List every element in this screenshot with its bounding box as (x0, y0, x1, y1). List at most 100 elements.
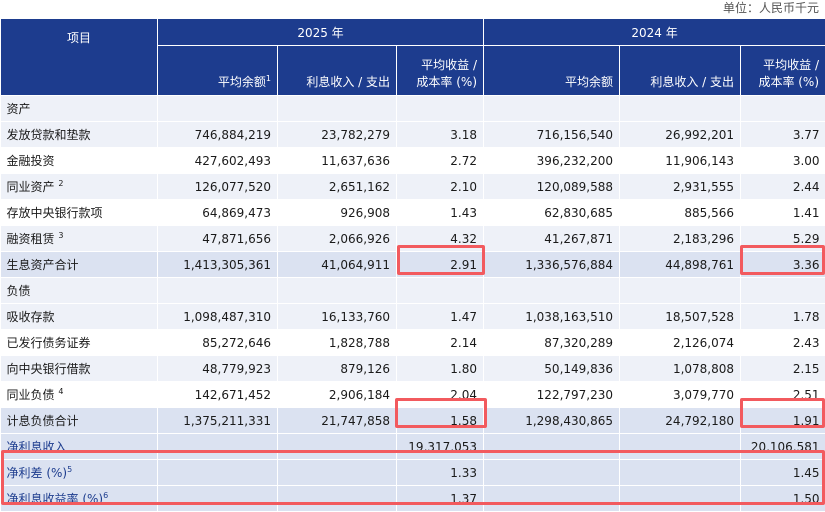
cell-value: 2,906,184 (278, 382, 397, 408)
header-item: 项目 (1, 19, 158, 96)
cell-value: 427,602,493 (158, 148, 278, 174)
cell-value: 2,183,296 (620, 226, 741, 252)
net-spread-label: 净利差 (%)5 (1, 460, 158, 486)
header-rate-2024: 平均收益 /成本率 (%) (741, 46, 825, 96)
cell-value: 3.18 (397, 122, 484, 148)
section-liabilities-label: 负债 (1, 278, 158, 304)
cell-value: 47,871,656 (158, 226, 278, 252)
net-spread-2024: 1.45 (741, 460, 825, 486)
cell-value: 2.04 (397, 382, 484, 408)
cell-value: 2.91 (397, 252, 484, 278)
cell-value: 24,792,180 (620, 408, 741, 434)
row-label: 同业资产 2 (1, 174, 158, 200)
cell-value: 3.36 (741, 252, 825, 278)
cell-value: 1.58 (397, 408, 484, 434)
section-assets-row: 资产 (1, 96, 825, 122)
cell-value: 120,089,588 (484, 174, 620, 200)
cell-value: 44,898,761 (620, 252, 741, 278)
row-label: 融资租赁 3 (1, 226, 158, 252)
header-avg-balance-2024: 平均余额 (484, 46, 620, 96)
cell-value: 1,098,487,310 (158, 304, 278, 330)
header-rate-2025: 平均收益 /成本率 (%) (397, 46, 484, 96)
cell-value: 2.10 (397, 174, 484, 200)
net-income-row: 净利息收入 19,317,053 20,106,581 (1, 434, 825, 460)
cell-value: 62,830,685 (484, 200, 620, 226)
cell-value: 11,637,636 (278, 148, 397, 174)
cell-value: 16,133,760 (278, 304, 397, 330)
cell-value: 3.00 (741, 148, 825, 174)
cell-value: 11,906,143 (620, 148, 741, 174)
cell-value: 2,651,162 (278, 174, 397, 200)
cell-value: 2,066,926 (278, 226, 397, 252)
cell-value: 2.44 (741, 174, 825, 200)
unit-note: 单位：人民币千元 (723, 0, 819, 17)
cell-value: 396,232,200 (484, 148, 620, 174)
net-income-label: 净利息收入 (1, 434, 158, 460)
cell-value: 4.32 (397, 226, 484, 252)
cell-value: 26,992,201 (620, 122, 741, 148)
net-spread-2025: 1.33 (397, 460, 484, 486)
net-spread-row: 净利差 (%)5 1.33 1.45 (1, 460, 825, 486)
row-label: 存放中央银行款项 (1, 200, 158, 226)
cell-value: 1.91 (741, 408, 825, 434)
cell-value: 122,797,230 (484, 382, 620, 408)
liabilities-total-label: 计息负债合计 (1, 408, 158, 434)
row-label: 向中央银行借款 (1, 356, 158, 382)
cell-value: 1.43 (397, 200, 484, 226)
cell-value: 142,671,452 (158, 382, 278, 408)
assets-total-row: 生息资产合计 1,413,305,361 41,064,911 2.91 1,3… (1, 252, 825, 278)
cell-value: 2.72 (397, 148, 484, 174)
header-interest-2025: 利息收入 / 支出 (278, 46, 397, 96)
cell-value: 1.41 (741, 200, 825, 226)
cell-value: 1,828,788 (278, 330, 397, 356)
net-interest-table: 项目 2025 年 2024 年 平均余额1 利息收入 / 支出 平均收益 /成… (0, 18, 825, 512)
cell-value: 1,413,305,361 (158, 252, 278, 278)
cell-value: 41,064,911 (278, 252, 397, 278)
cell-value: 1,336,576,884 (484, 252, 620, 278)
cell-value: 3.77 (741, 122, 825, 148)
cell-value: 2.14 (397, 330, 484, 356)
cell-value: 746,884,219 (158, 122, 278, 148)
cell-value: 1.78 (741, 304, 825, 330)
cell-value: 1,375,211,331 (158, 408, 278, 434)
cell-value: 5.29 (741, 226, 825, 252)
cell-value: 41,267,871 (484, 226, 620, 252)
cell-value: 1,078,808 (620, 356, 741, 382)
cell-value: 48,779,923 (158, 356, 278, 382)
cell-value: 21,747,858 (278, 408, 397, 434)
cell-value: 1.47 (397, 304, 484, 330)
assets-total-label: 生息资产合计 (1, 252, 158, 278)
header-avg-balance-2025: 平均余额1 (158, 46, 278, 96)
cell-value: 716,156,540 (484, 122, 620, 148)
net-margin-2024: 1.50 (741, 486, 825, 512)
net-income-2024: 20,106,581 (741, 434, 825, 460)
cell-value: 885,566 (620, 200, 741, 226)
cell-value: 2.15 (741, 356, 825, 382)
net-income-2025: 19,317,053 (397, 434, 484, 460)
header-interest-2024: 利息收入 / 支出 (620, 46, 741, 96)
row-label: 吸收存款 (1, 304, 158, 330)
row-label: 金融投资 (1, 148, 158, 174)
cell-value: 2,126,074 (620, 330, 741, 356)
section-assets-label: 资产 (1, 96, 158, 122)
net-margin-label: 净利息收益率 (%)6 (1, 486, 158, 512)
net-margin-2025: 1.37 (397, 486, 484, 512)
cell-value: 64,869,473 (158, 200, 278, 226)
row-label: 已发行债务证券 (1, 330, 158, 356)
cell-value: 926,908 (278, 200, 397, 226)
row-label: 同业负债 4 (1, 382, 158, 408)
header-year-2025: 2025 年 (158, 19, 484, 46)
cell-value: 126,077,520 (158, 174, 278, 200)
cell-value: 1,038,163,510 (484, 304, 620, 330)
cell-value: 3,079,770 (620, 382, 741, 408)
cell-value: 18,507,528 (620, 304, 741, 330)
